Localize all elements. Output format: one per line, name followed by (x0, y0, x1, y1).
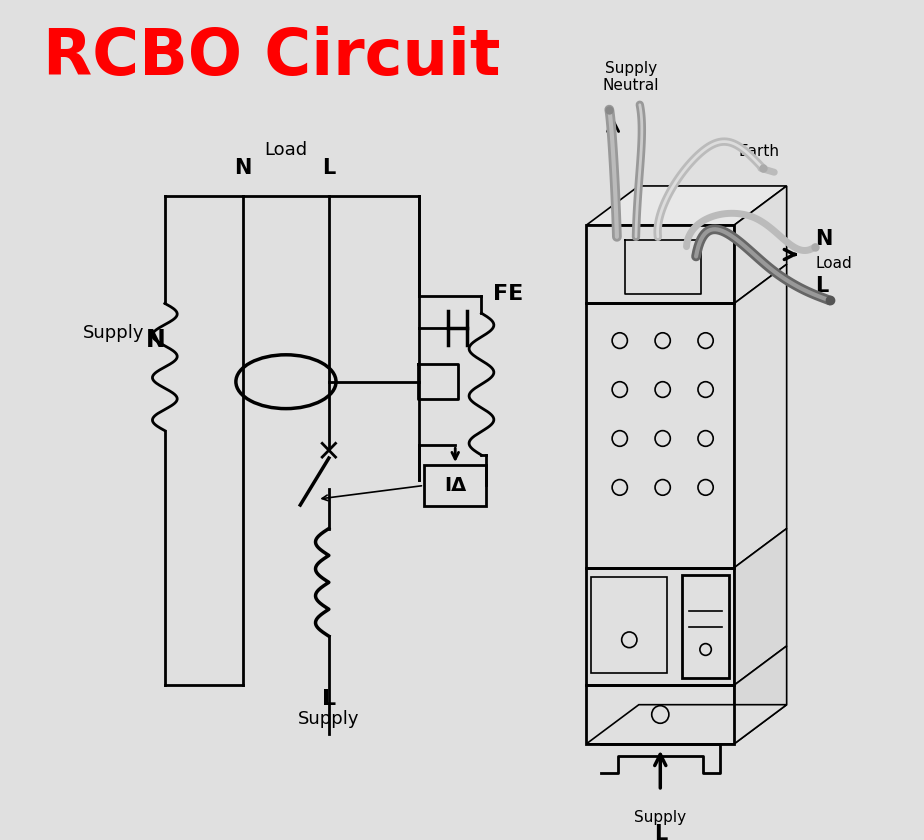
Bar (682, 575, 729, 678)
Text: IΔ: IΔ (444, 476, 467, 495)
Bar (591, 577, 667, 674)
Text: RCBO Circuit: RCBO Circuit (43, 26, 501, 87)
Text: L: L (653, 824, 667, 840)
Polygon shape (587, 705, 786, 744)
Text: Supply: Supply (298, 711, 359, 728)
Text: Earth: Earth (739, 144, 780, 160)
Text: FE: FE (492, 284, 523, 303)
Text: N: N (235, 158, 251, 178)
Bar (587, 225, 735, 303)
Polygon shape (735, 186, 786, 303)
Bar (587, 568, 735, 685)
Polygon shape (735, 646, 786, 744)
Text: Supply: Supply (83, 323, 144, 342)
Text: L: L (322, 689, 336, 709)
Text: L: L (815, 276, 829, 296)
Polygon shape (735, 528, 786, 685)
Text: N: N (815, 228, 833, 249)
Text: Load: Load (815, 256, 852, 271)
Bar (587, 303, 735, 568)
Text: Supply
Neutral: Supply Neutral (603, 60, 660, 93)
Text: Load: Load (264, 140, 308, 159)
Bar (587, 685, 735, 744)
Text: N: N (145, 328, 165, 353)
Text: L: L (322, 158, 335, 178)
Bar (424, 465, 486, 506)
Text: Supply: Supply (634, 810, 687, 825)
Polygon shape (735, 265, 786, 568)
Polygon shape (587, 186, 786, 225)
